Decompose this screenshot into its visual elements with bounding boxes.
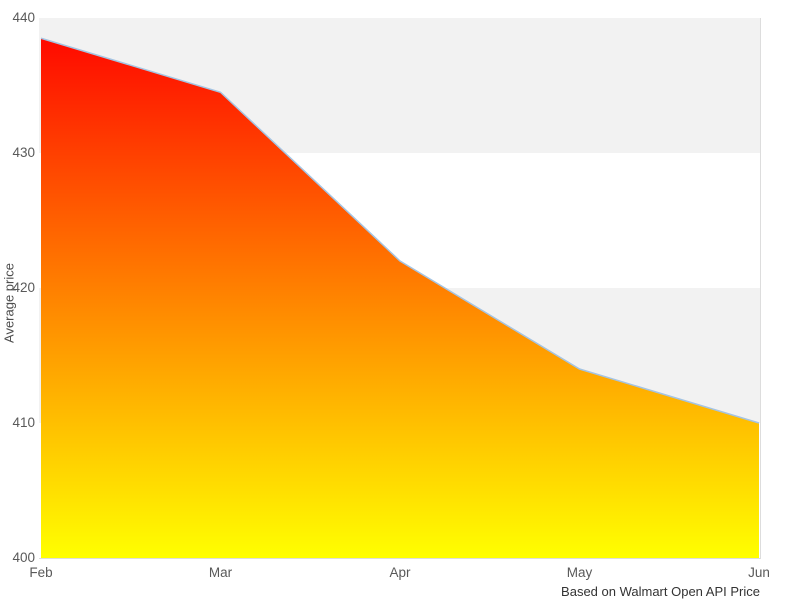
y-tick-label: 410 [12, 415, 35, 430]
x-tick-label: Feb [29, 565, 53, 580]
x-tick-label: Jun [748, 565, 770, 580]
x-tick-label: Mar [208, 565, 233, 580]
y-tick-label: 420 [12, 280, 35, 295]
plot-area [39, 18, 761, 559]
x-tick-label: May [566, 565, 593, 580]
x-tick-label: Apr [389, 565, 411, 580]
area-fill [41, 38, 759, 558]
y-axis-title: Average price [1, 263, 17, 343]
area-series [40, 37, 760, 558]
chart-caption: Based on Walmart Open API Price [561, 584, 760, 599]
y-tick-label: 440 [12, 10, 35, 25]
y-tick-label: 400 [12, 550, 35, 565]
y-tick-label: 430 [12, 145, 35, 160]
series-line [40, 37, 760, 424]
